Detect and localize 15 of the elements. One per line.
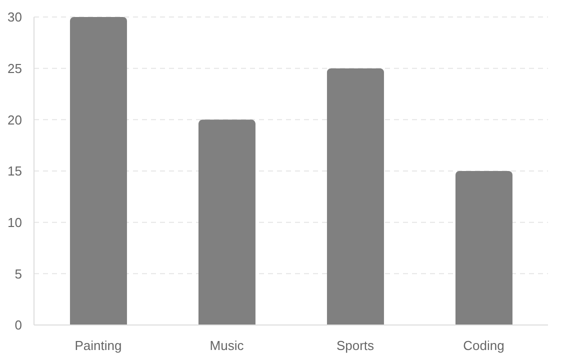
bar — [198, 120, 256, 325]
y-tick-label: 20 — [8, 112, 22, 128]
x-tick-label: Painting — [74, 338, 122, 354]
y-tick-label: 0 — [14, 318, 22, 333]
x-tick-label: Sports — [336, 338, 375, 354]
y-tick-label: 25 — [8, 60, 22, 76]
y-tick-label: 5 — [14, 266, 22, 282]
bar — [70, 17, 127, 325]
bar — [455, 171, 512, 325]
y-tick-label: 30 — [8, 10, 22, 25]
bar — [326, 68, 384, 325]
y-tick-label: 15 — [8, 164, 22, 179]
y-tick-label: 10 — [8, 214, 22, 230]
x-tick-label: Music — [210, 338, 244, 354]
x-tick-label: Coding — [463, 338, 504, 354]
